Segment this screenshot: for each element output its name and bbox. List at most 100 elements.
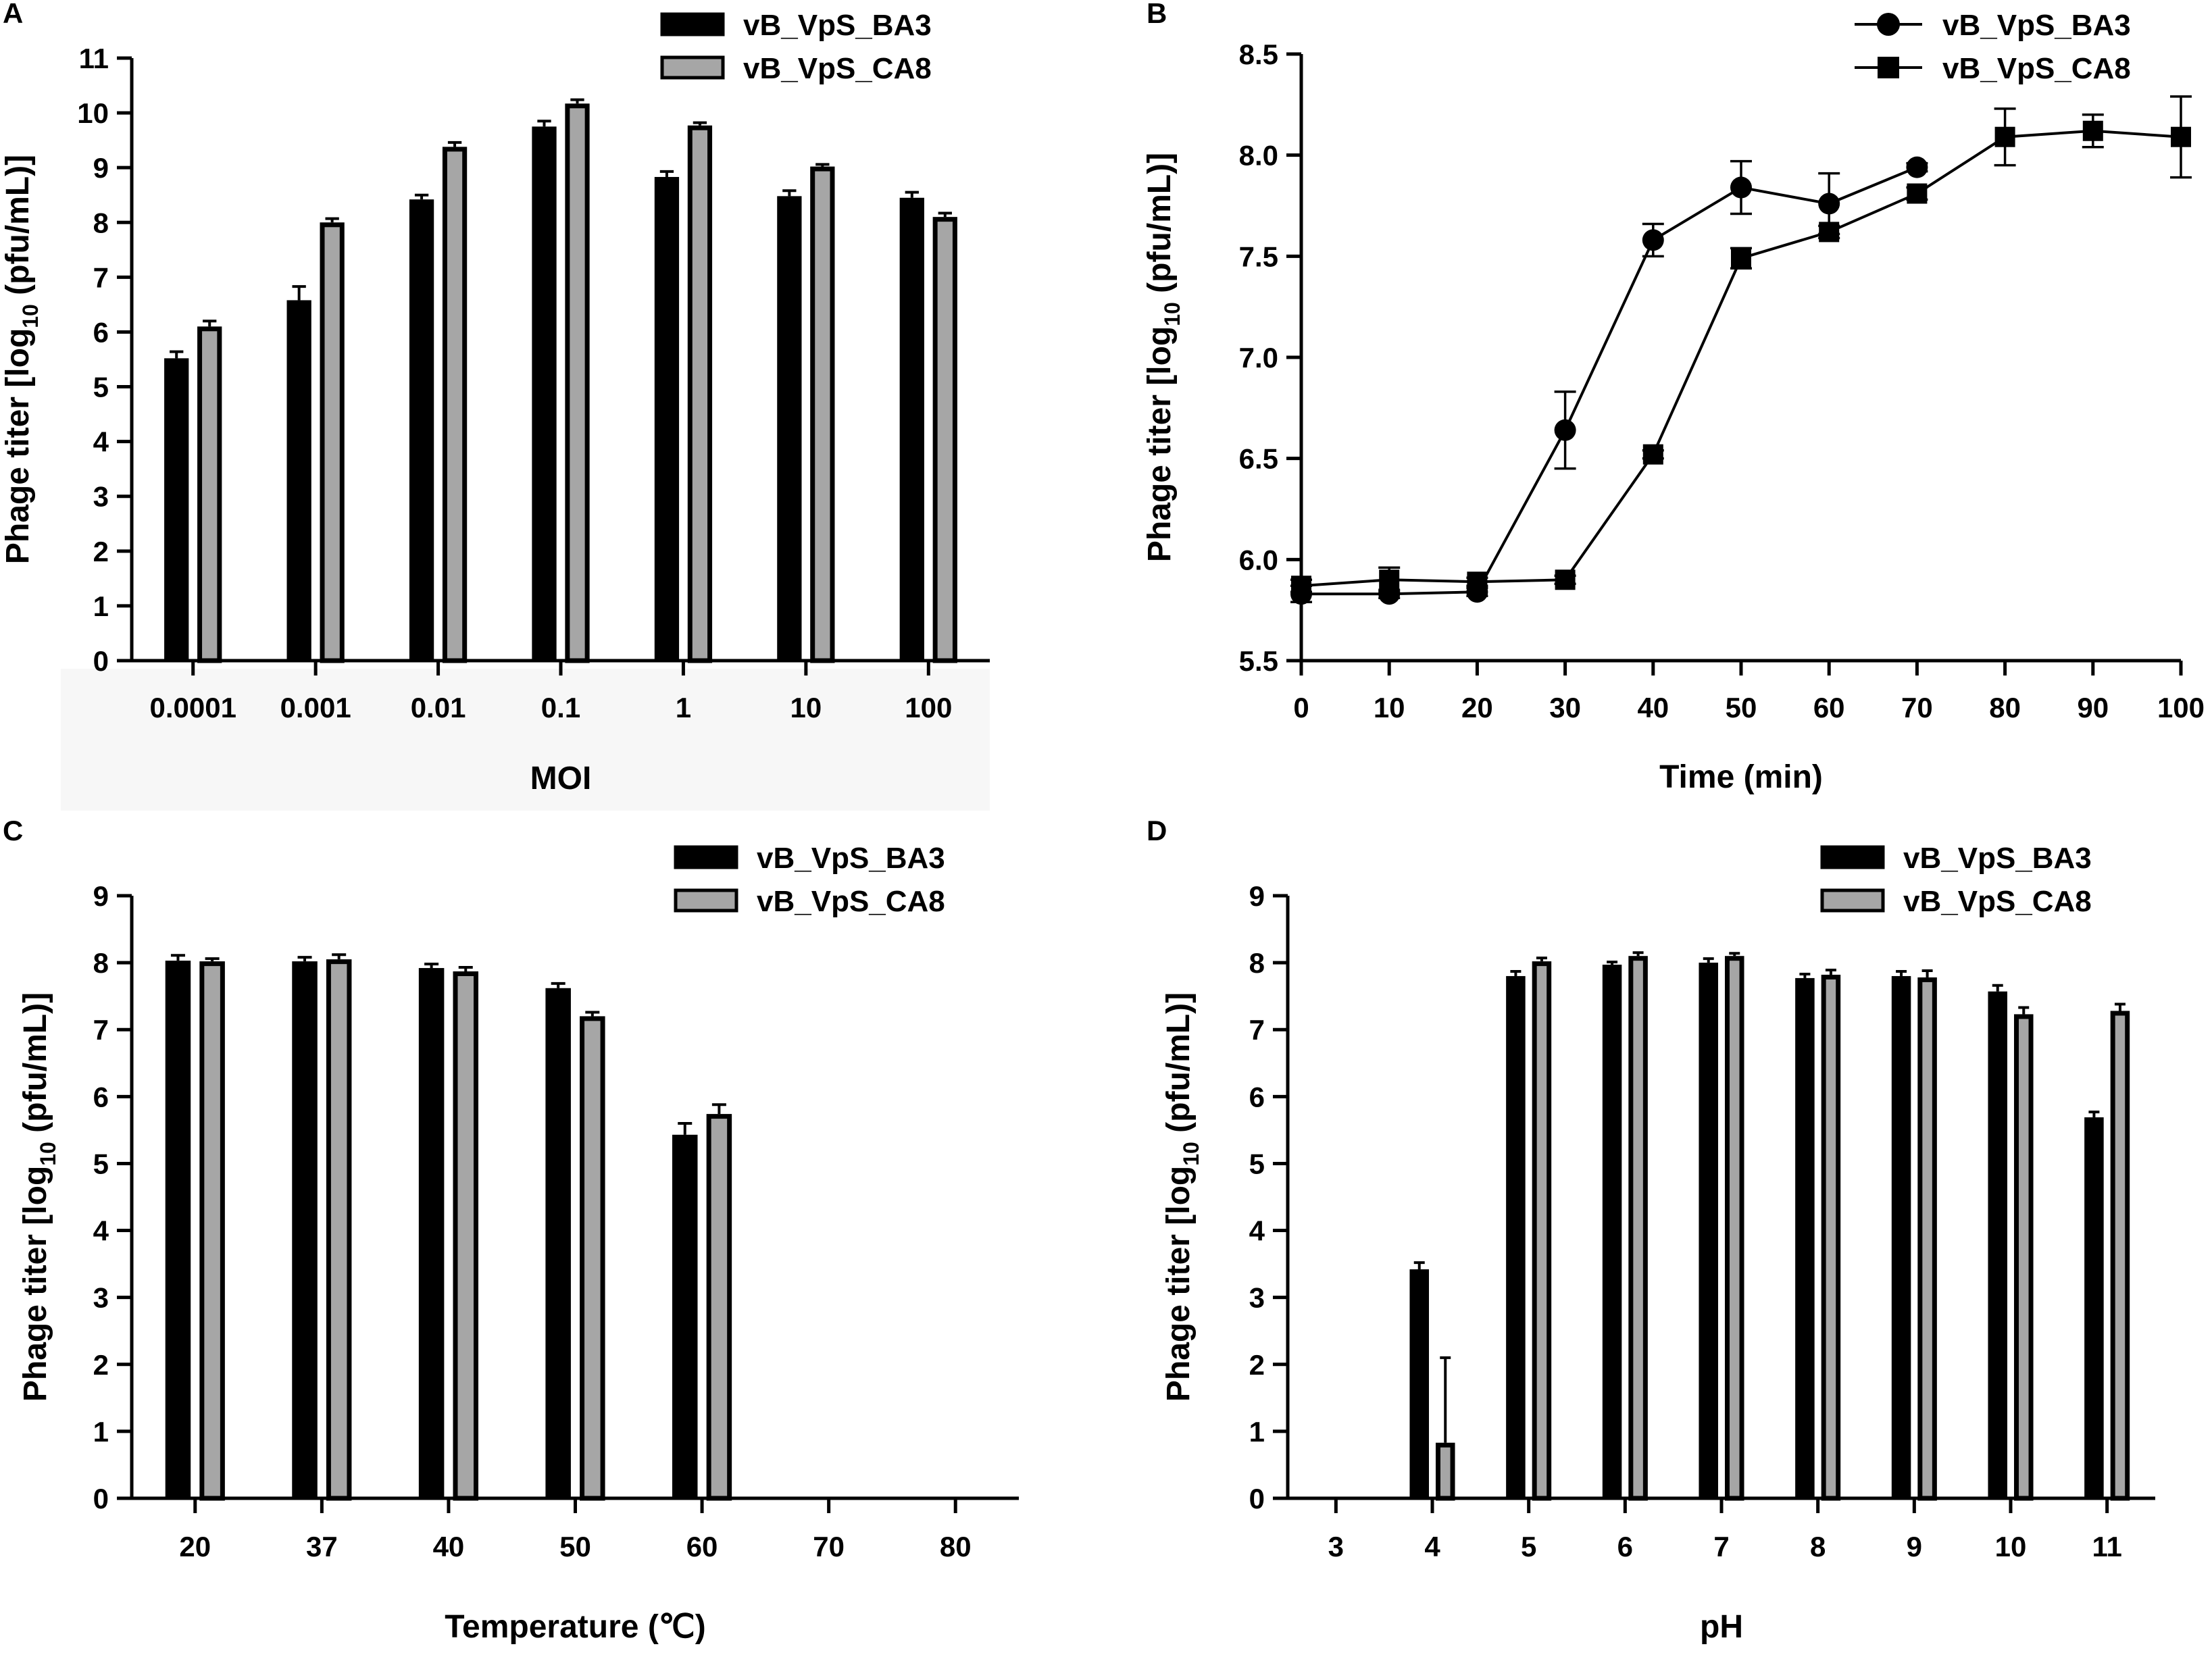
legend-label-2: vB_VpS_CA8 (757, 885, 945, 918)
y-axis-label-main: Phage titer [log (18, 1166, 53, 1402)
bar-series-1 (1988, 991, 2008, 1498)
x-tick-label: 4 (1424, 1531, 1440, 1562)
y-tick-label: 6.0 (1239, 544, 1278, 576)
y-tick-label: 3 (93, 481, 109, 513)
data-point-square (1731, 248, 1751, 269)
bar-series-2 (1628, 956, 1648, 1501)
x-tick-label: 0.1 (541, 692, 580, 723)
bar-series-1 (1409, 1269, 1430, 1498)
bar-series-1 (418, 968, 445, 1498)
x-tick-label: 30 (1549, 692, 1581, 723)
legend-swatch-1 (1820, 845, 1885, 869)
x-tick-label: 10 (790, 692, 822, 723)
panel-d-letter: D (1147, 815, 1167, 846)
y-tick-label: 1 (93, 590, 109, 622)
bar-series-1 (409, 199, 434, 661)
bar-series-2 (810, 166, 835, 663)
y-tick-label: 1 (93, 1416, 109, 1448)
x-tick-label: 90 (2077, 692, 2109, 723)
panel-a-xlabel-band (61, 669, 990, 811)
x-tick-label: 20 (1461, 692, 1493, 723)
y-axis-label: Phage titer [log10 (pfu/mL)] (0, 155, 43, 564)
bar-series-1 (164, 358, 189, 661)
y-tick-label: 3 (93, 1282, 109, 1314)
y-axis-label-units: (pfu/mL)] (1142, 153, 1178, 302)
x-tick-label: 1 (676, 692, 691, 723)
y-axis-label-subscript: 10 (1160, 302, 1184, 326)
panel-a-letter: A (3, 0, 23, 29)
x-tick-label: 0 (1293, 692, 1309, 723)
x-tick-label: 40 (433, 1531, 465, 1562)
bar-series-2 (1917, 977, 1937, 1501)
bar-series-1 (2084, 1117, 2104, 1498)
y-tick-label: 1 (1249, 1416, 1265, 1448)
y-tick-label: 6 (93, 316, 109, 348)
y-tick-label: 4 (93, 1215, 109, 1247)
x-axis-label: MOI (530, 761, 592, 796)
x-tick-label: 0.01 (411, 692, 466, 723)
y-tick-label: 9 (1249, 880, 1265, 912)
y-tick-label: 5 (93, 1148, 109, 1179)
legend-swatch-1 (674, 845, 738, 869)
x-tick-label: 0.0001 (149, 692, 236, 723)
x-tick-label: 40 (1637, 692, 1669, 723)
x-tick-label: 8 (1810, 1531, 1826, 1562)
y-tick-label: 8 (93, 207, 109, 238)
legend-label-2: vB_VpS_CA8 (743, 52, 932, 85)
bar-series-2 (1821, 974, 1841, 1501)
y-axis-label-units: (pfu/mL)] (1161, 992, 1197, 1142)
legend-label-1: vB_VpS_BA3 (743, 9, 932, 42)
bar-series-1 (1602, 965, 1622, 1498)
legend-label-1: vB_VpS_BA3 (1903, 842, 2092, 875)
y-axis-label-subscript: 10 (18, 304, 43, 328)
data-point-square (1379, 569, 1400, 590)
data-point-square (2171, 126, 2191, 147)
legend-marker-circle (1877, 13, 1900, 36)
x-axis-label: pH (1700, 1609, 1743, 1645)
x-tick-label: 50 (1726, 692, 1757, 723)
bar-series-1 (1506, 975, 1526, 1498)
panel-c-letter: C (3, 815, 23, 846)
y-tick-label: 5.5 (1239, 645, 1278, 677)
series-line-1 (1301, 166, 1918, 596)
x-tick-label: 100 (2157, 692, 2205, 723)
y-tick-label: 7 (93, 1014, 109, 1046)
data-point-circle (1554, 419, 1576, 441)
y-tick-label: 0 (93, 645, 109, 677)
y-axis-label-units: (pfu/mL)] (0, 155, 36, 304)
y-tick-label: 0 (93, 1483, 109, 1514)
data-point-square (1994, 126, 2015, 147)
bar-series-2 (320, 222, 345, 663)
bar-series-1 (1699, 963, 1719, 1498)
bar-series-2 (2013, 1014, 2034, 1501)
y-tick-label: 7.0 (1239, 342, 1278, 374)
y-tick-label: 6 (1249, 1081, 1265, 1113)
bar-series-1 (532, 126, 557, 661)
legend-swatch-2 (674, 888, 738, 913)
bar-series-1 (899, 197, 924, 661)
y-axis-label-subscript: 10 (1179, 1142, 1203, 1166)
bar-series-2 (197, 326, 222, 663)
x-tick-label: 80 (940, 1531, 972, 1562)
y-tick-label: 2 (93, 536, 109, 567)
panel-a-moi-chart: A 0.0001 0.001 0.01 0.1 1 10 100 0 1 2 3 4 5 6 7 8 9 10 11… (0, 0, 990, 796)
data-point-square (1642, 444, 1663, 465)
x-axis-label: Temperature (℃) (445, 1609, 705, 1645)
y-tick-label: 3 (1249, 1282, 1265, 1314)
y-axis-label-units: (pfu/mL)] (18, 992, 53, 1142)
y-tick-label: 7 (93, 261, 109, 293)
x-tick-label: 60 (1813, 692, 1845, 723)
y-axis-label-main: Phage titer [log (1161, 1166, 1197, 1402)
y-tick-label: 8.0 (1239, 140, 1278, 172)
panel-b-time-chart: B 0 10 20 30 40 50 60 70 80 90 100 5.5 6.0 6.5 7.0 7.5 8… (1142, 0, 2205, 795)
bar-series-2 (326, 959, 352, 1501)
y-tick-label: 6.5 (1239, 443, 1278, 475)
y-tick-label: 8.5 (1239, 39, 1278, 70)
x-tick-label: 0.001 (280, 692, 351, 723)
bar-series-2 (565, 103, 590, 663)
panel-c-temperature-chart: C 20 37 40 50 60 70 80 0 1 2 3 4 5 6 7 8 9 Phage titer [l… (3, 815, 1019, 1645)
legend-swatch-2 (1820, 888, 1885, 913)
bar-series-1 (545, 988, 571, 1498)
bar-series-1 (165, 961, 191, 1498)
